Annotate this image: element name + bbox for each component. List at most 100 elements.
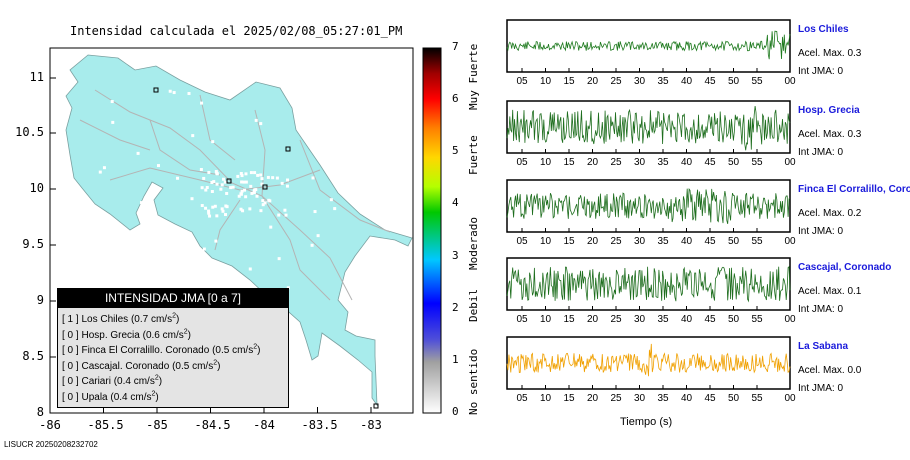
- time-tick-label: 50: [727, 76, 740, 87]
- legend-level: [ 0 ]: [62, 376, 79, 387]
- lat-tick-label: 10: [29, 181, 44, 195]
- waveform-frame: [506, 336, 791, 390]
- legend-station: Los Chiles: [81, 314, 129, 325]
- legend-value: (0.4 cm/s: [113, 376, 155, 387]
- colorbar-tick-label: 6: [452, 92, 459, 106]
- time-tick-label: 55: [751, 236, 763, 247]
- seismic-station-marker: [237, 194, 241, 198]
- seismic-station-marker: [249, 184, 253, 188]
- legend-close: ): [155, 391, 159, 403]
- legend-entry: [ 1 ] Los Chiles (0.7 cm/s2): [58, 312, 288, 328]
- seismic-station-marker: [250, 191, 254, 195]
- time-tick-label: 45: [704, 393, 716, 404]
- seismic-station-marker: [256, 173, 260, 177]
- time-tick-label: 40: [680, 76, 693, 87]
- seismic-station-marker: [120, 282, 124, 286]
- lat-tick-label: 9: [36, 293, 44, 307]
- seismic-station-marker: [191, 134, 195, 138]
- time-tick-label: 10: [539, 236, 552, 247]
- legend-level: [ 0 ]: [62, 360, 79, 372]
- seismic-station-marker: [284, 213, 288, 217]
- time-tick-label: 20: [586, 393, 599, 404]
- seismic-station-marker: [210, 180, 214, 184]
- legend-unit-exponent: 2: [213, 359, 218, 367]
- seismic-station-marker: [214, 170, 218, 174]
- lat-tick-label: 8.5: [22, 349, 44, 363]
- seismic-station-marker: [271, 176, 275, 180]
- legend-station: Cariari: [81, 376, 111, 387]
- seismic-station-marker: [244, 195, 248, 199]
- seismic-station-marker: [261, 199, 265, 203]
- seismic-station-marker: [255, 194, 259, 198]
- station-max-acceleration: Acel. Max. 0.2: [798, 208, 862, 219]
- seismic-station-marker: [248, 207, 252, 211]
- colorbar-tick-label: 3: [452, 248, 459, 262]
- waveform-trace: [506, 106, 791, 151]
- seismic-station-marker: [220, 207, 224, 211]
- legend-station: Cascajal. Coronado: [81, 360, 170, 372]
- time-tick-label: 15: [563, 157, 575, 168]
- seismic-station-marker: [286, 178, 290, 182]
- seismic-station-marker: [316, 234, 320, 238]
- seismic-station-marker: [310, 243, 314, 247]
- waveform-frame: [506, 100, 791, 154]
- legend-entry: [ 0 ] Finca El Corralillo. Coronado (0.5…: [58, 343, 288, 359]
- seismic-station-marker: [207, 209, 211, 213]
- time-tick-label: 05: [516, 393, 528, 404]
- time-tick-label: 30: [633, 314, 646, 325]
- seismic-station-marker: [224, 284, 228, 288]
- waveform-frame: [506, 19, 791, 73]
- lon-tick-label: -83: [360, 418, 382, 432]
- station-name: Los Chiles: [798, 24, 849, 35]
- time-tick-label: 05: [516, 236, 528, 247]
- lat-tick-label: 10.5: [15, 125, 44, 139]
- seismic-station-marker: [166, 284, 170, 288]
- seismic-station-marker: [200, 186, 204, 190]
- station-jma-intensity: Int JMA: 0: [798, 147, 844, 158]
- time-tick-label: 35: [657, 157, 669, 168]
- seismic-station-marker: [254, 118, 258, 122]
- lon-tick-label: -85.5: [87, 418, 124, 432]
- legend-unit-exponent: 2: [253, 343, 258, 351]
- seismic-station-marker: [277, 213, 281, 217]
- time-tick-label: 35: [657, 236, 669, 247]
- seismic-station-marker: [243, 188, 247, 192]
- seismic-station-marker: [315, 108, 319, 112]
- seismic-station-marker: [215, 214, 219, 218]
- time-tick-label: 30: [633, 76, 646, 87]
- seismic-station-marker: [207, 170, 211, 174]
- seismic-station-marker: [212, 180, 216, 184]
- legend-value: (0.5 cm/s: [212, 345, 254, 356]
- colorbar-tick-label: 0: [452, 405, 459, 418]
- time-tick-label: 25: [610, 236, 622, 247]
- intensity-colorbar: [422, 47, 442, 414]
- seismic-station-marker: [240, 174, 244, 178]
- seismic-station-marker: [329, 198, 333, 202]
- station-max-acceleration: Acel. Max. 0.1: [798, 286, 862, 297]
- time-tick-label: 40: [680, 393, 693, 404]
- seismic-station-marker: [267, 198, 271, 202]
- seismic-station-marker: [205, 186, 209, 190]
- seismic-station-marker: [172, 91, 176, 95]
- seismic-station-marker: [199, 167, 203, 171]
- legend-station: Hosp. Grecia: [81, 329, 140, 341]
- seismic-station-marker: [242, 180, 246, 184]
- legend-level: [ 0 ]: [62, 391, 79, 403]
- seismic-station-marker: [266, 175, 270, 179]
- seismic-station-marker: [211, 140, 215, 144]
- time-tick-label: 00: [784, 76, 796, 87]
- seismic-station-marker: [269, 225, 273, 229]
- colorbar-tick-label: 4: [452, 196, 459, 210]
- seismic-station-marker: [210, 189, 214, 193]
- seismic-station-marker: [140, 201, 144, 205]
- seismic-station-marker: [200, 204, 204, 208]
- seismic-station-marker: [260, 177, 264, 181]
- waveform-trace: [506, 265, 791, 303]
- time-tick-label: 30: [633, 157, 646, 168]
- seismic-station-marker: [110, 100, 114, 104]
- legend-level: [ 0 ]: [62, 345, 79, 356]
- time-tick-label: 20: [586, 314, 599, 325]
- legend-close: ): [257, 345, 261, 356]
- legend-entry: [ 0 ] Hosp. Grecia (0.6 cm/s2): [58, 328, 288, 344]
